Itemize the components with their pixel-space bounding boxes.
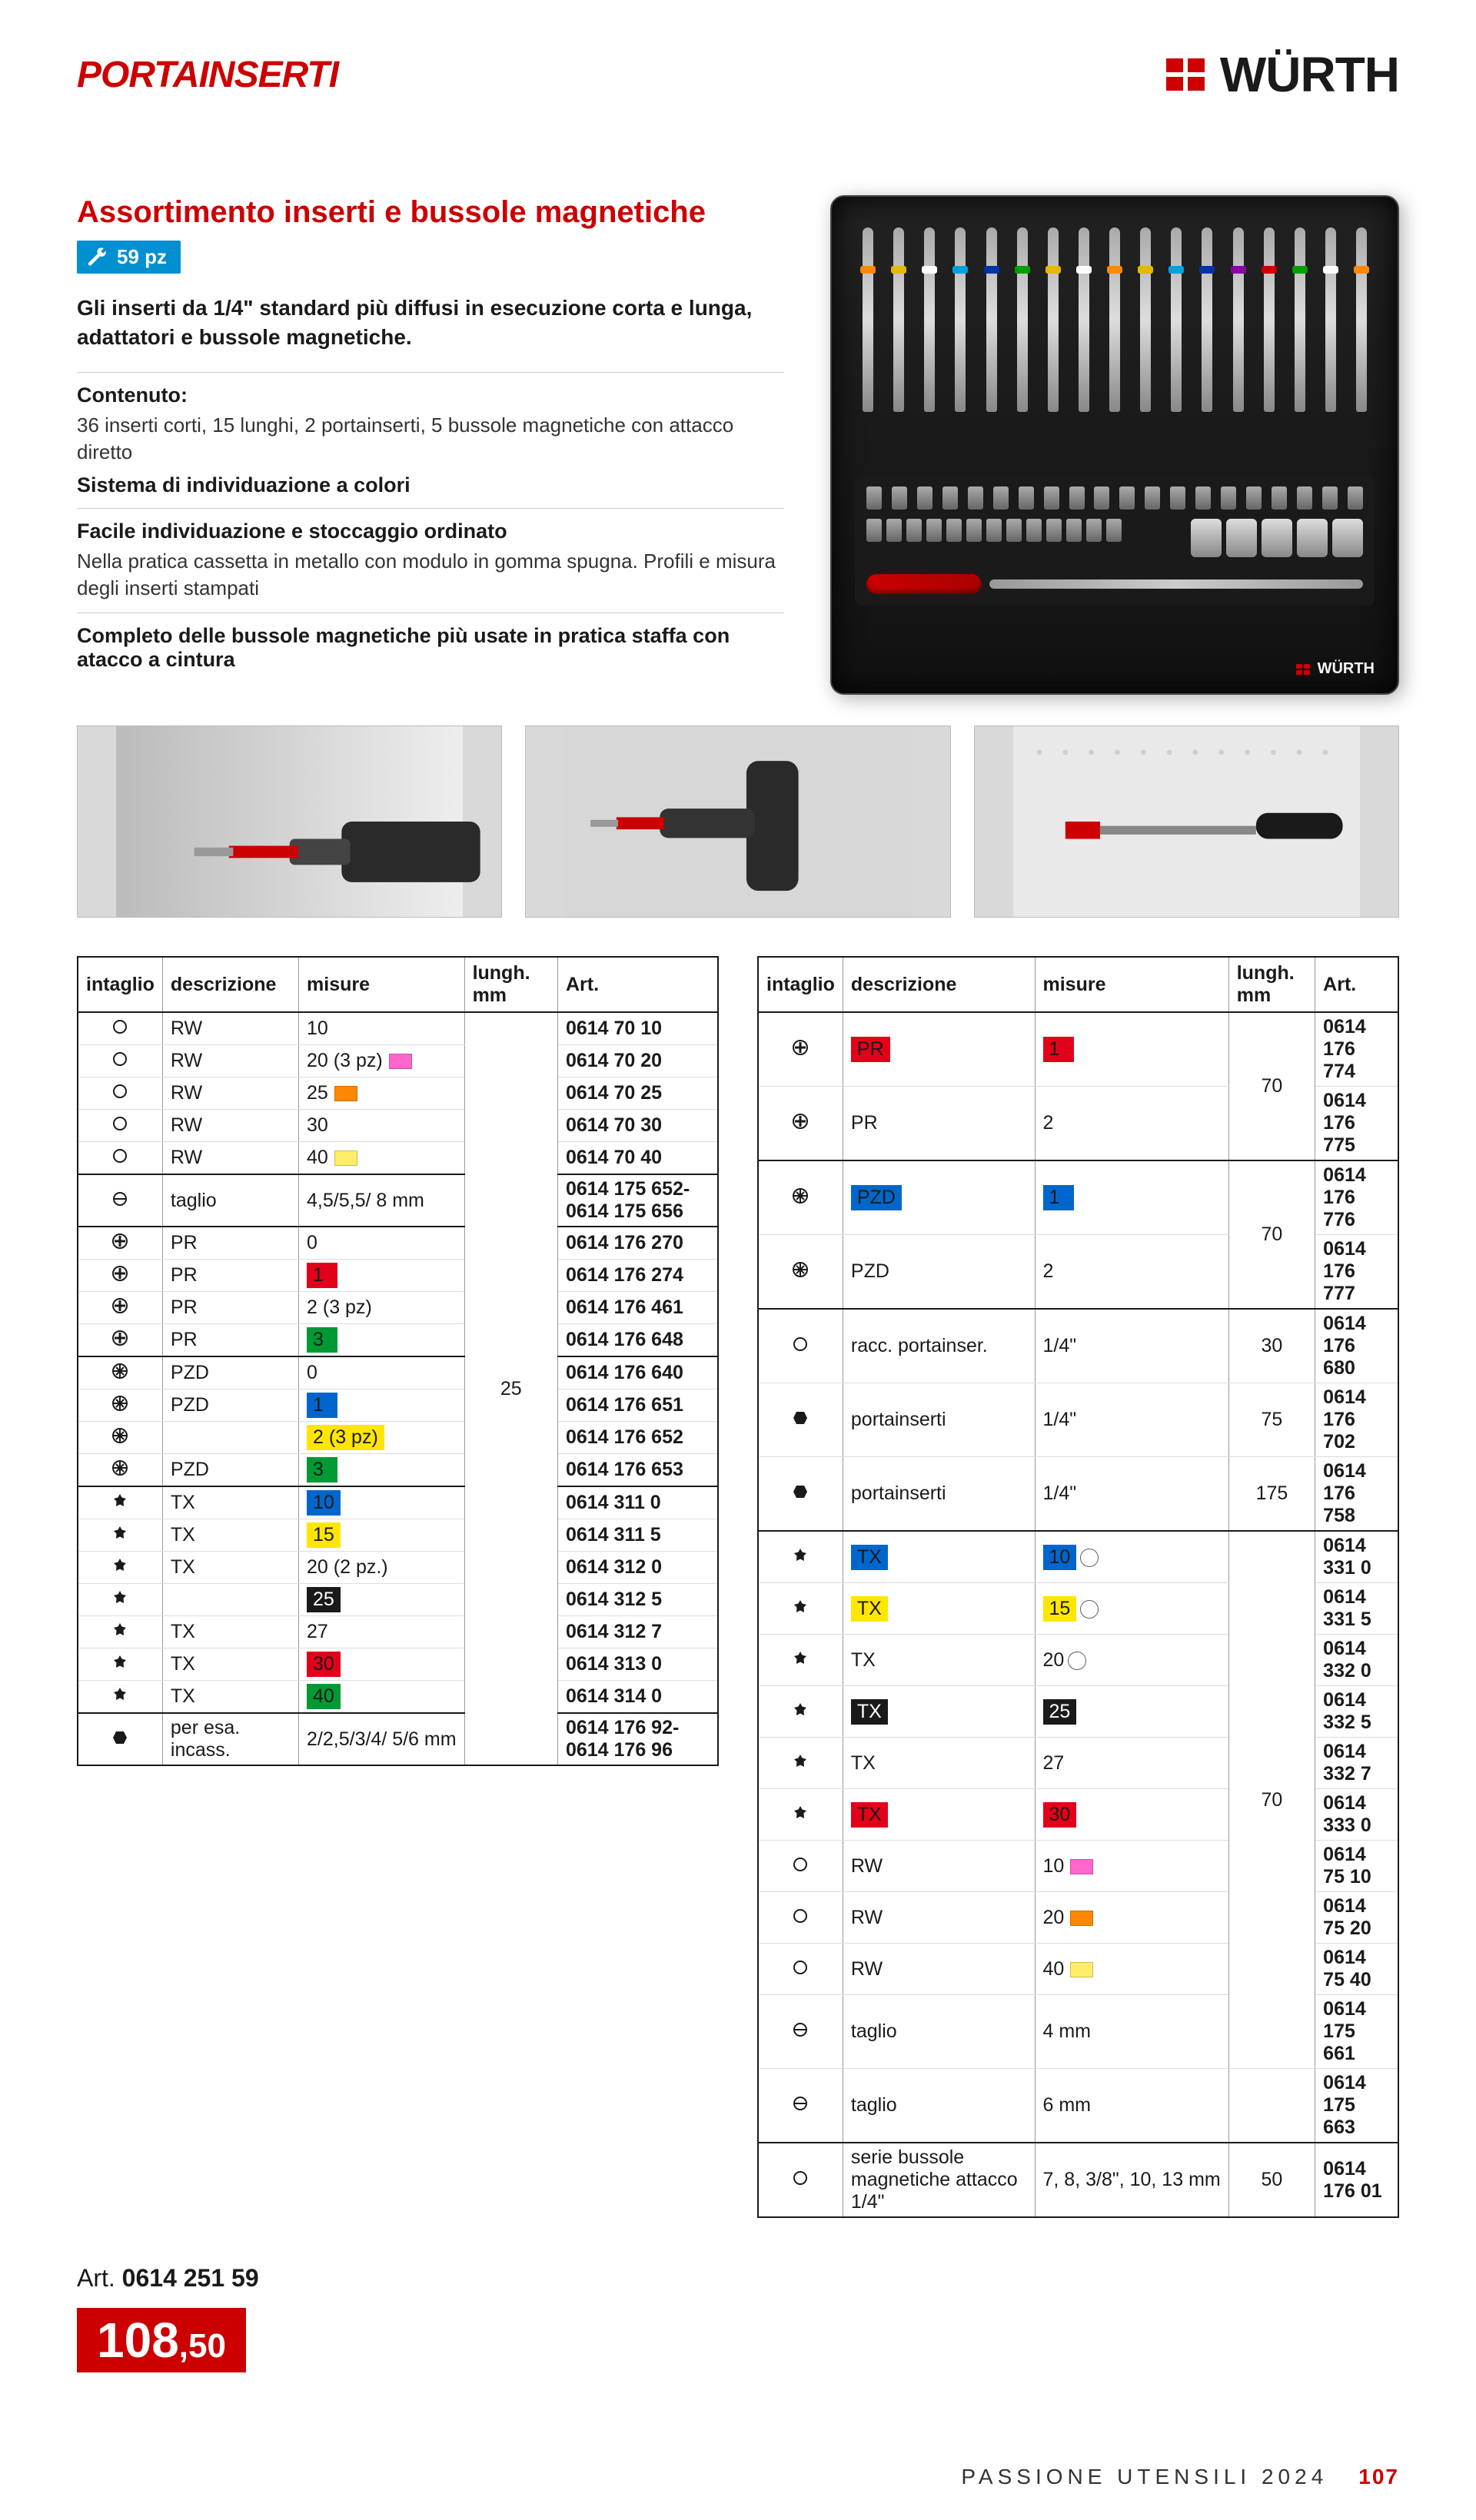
th-art: Art.	[557, 957, 718, 1012]
table-row: TX20 (2 pz.)0614 312 0	[78, 1552, 718, 1584]
th-lungh: lungh. mm	[1228, 957, 1315, 1012]
table-row: 250614 312 5	[78, 1584, 718, 1616]
product-title: Assortimento inserti e bussole magnetich…	[77, 195, 784, 230]
footer-tagline: PASSIONE UTENSILI 2024	[961, 2465, 1328, 2489]
table-row: RW300614 70 30	[78, 1110, 718, 1142]
table-row: taglio6 mm0614 175 663	[758, 2069, 1398, 2143]
price-cents: ,50	[179, 2327, 226, 2365]
table-row: PZD10614 176 651	[78, 1389, 718, 1422]
th-intaglio: intaglio	[78, 957, 162, 1012]
article-line: Art. 0614 251 59	[77, 2264, 1399, 2293]
table-row: TX300614 313 0	[78, 1648, 718, 1681]
usage-image-1	[77, 725, 502, 918]
art-number: 0614 251 59	[122, 2264, 259, 2292]
table-row: portainserti1/4"750614 176 702	[758, 1383, 1398, 1457]
feature-1: Sistema di individuazione a colori	[77, 473, 784, 497]
product-intro: Gli inserti da 1/4" standard più diffusi…	[77, 294, 784, 352]
table-row: taglio4,5/5,5/ 8 mm0614 175 652- 0614 17…	[78, 1174, 718, 1227]
th-misure: misure	[299, 957, 465, 1012]
table-row: serie bussole magnetiche attacco 1/4"7, …	[758, 2143, 1398, 2217]
table-row: TX100614 311 0	[78, 1486, 718, 1519]
table-row: PR30614 176 648	[78, 1324, 718, 1357]
section-label: PORTAINSERTI	[77, 54, 338, 96]
pieces-badge: 59 pz	[77, 241, 181, 274]
table-row: PR2 (3 pz)0614 176 461	[78, 1292, 718, 1324]
brand-name: WÜRTH	[1220, 46, 1399, 103]
spec-table-left: intaglio descrizione misure lungh. mm Ar…	[77, 956, 719, 1766]
th-intaglio: intaglio	[758, 957, 843, 1012]
table-row: TX10700614 331 0	[758, 1531, 1398, 1583]
feature-2-text: Nella pratica cassetta in metallo con mo…	[77, 548, 784, 602]
content-heading: Contenuto:	[77, 383, 784, 407]
table-row: PZD1700614 176 776	[758, 1160, 1398, 1235]
table-row: TX400614 314 0	[78, 1681, 718, 1714]
table-row: portainserti1/4"1750614 176 758	[758, 1457, 1398, 1532]
art-label: Art.	[77, 2264, 115, 2292]
th-art: Art.	[1315, 957, 1398, 1012]
table-row: RW10250614 70 10	[78, 1012, 718, 1045]
table-row: PZD00614 176 640	[78, 1356, 718, 1389]
product-case-image: WÜRTH	[830, 195, 1399, 695]
table-row: RW20 (3 pz)0614 70 20	[78, 1045, 718, 1077]
table-row: RW400614 70 40	[78, 1142, 718, 1175]
page-number: 107	[1358, 2465, 1399, 2489]
table-row: TX270614 312 7	[78, 1616, 718, 1648]
brand-logo: WÜRTH	[1166, 46, 1399, 103]
wurth-mark-icon	[1296, 664, 1310, 675]
table-row: PR00614 176 270	[78, 1227, 718, 1260]
pieces-count: 59 pz	[117, 245, 167, 269]
usage-image-3	[974, 725, 1399, 918]
th-descrizione: descrizione	[162, 957, 298, 1012]
wrench-icon	[86, 247, 108, 268]
th-descrizione: descrizione	[843, 957, 1035, 1012]
case-brand: WÜRTH	[1318, 660, 1375, 678]
price-int: 108	[97, 2312, 179, 2368]
table-row: racc. portainser.1/4"300614 176 680	[758, 1309, 1398, 1383]
table-row: PZD30614 176 653	[78, 1454, 718, 1487]
th-misure: misure	[1035, 957, 1228, 1012]
content-text: 36 inserti corti, 15 lunghi, 2 portainse…	[77, 412, 784, 466]
price-box: 108,50	[77, 2308, 246, 2372]
table-row: PR10614 176 274	[78, 1260, 718, 1292]
table-row: per esa. incass.2/2,5/3/4/ 5/6 mm0614 17…	[78, 1713, 718, 1765]
table-row: 2 (3 pz)0614 176 652	[78, 1422, 718, 1454]
feature-2-heading: Facile individuazione e stoccaggio ordin…	[77, 520, 784, 543]
table-row: TX150614 311 5	[78, 1519, 718, 1552]
usage-image-2	[525, 725, 950, 918]
th-lungh: lungh. mm	[464, 957, 557, 1012]
spec-table-right: intaglio descrizione misure lungh. mm Ar…	[757, 956, 1399, 2218]
wurth-mark-icon	[1166, 58, 1205, 91]
table-row: RW250614 70 25	[78, 1077, 718, 1110]
feature-3-heading: Completo delle bussole magnetiche più us…	[77, 624, 784, 672]
table-row: PR1700614 176 774	[758, 1012, 1398, 1087]
